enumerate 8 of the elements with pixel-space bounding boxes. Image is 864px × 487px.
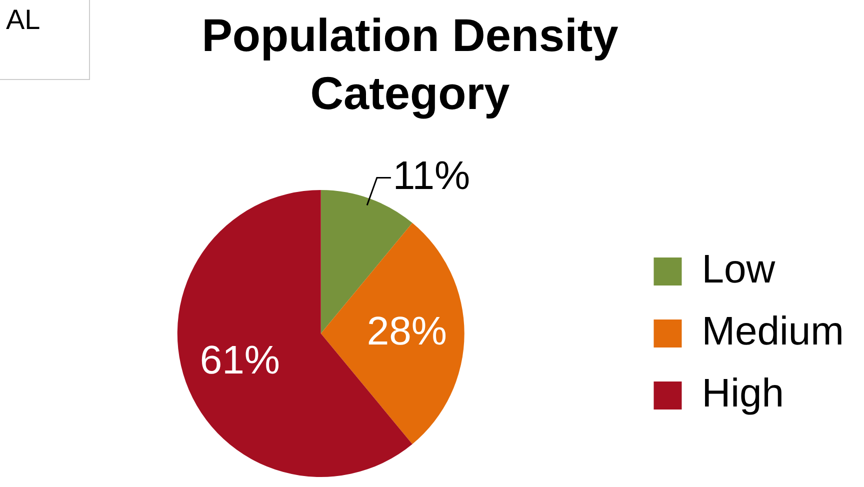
data-label: 11% bbox=[392, 154, 470, 198]
data-label: 61% bbox=[200, 338, 280, 383]
legend-label: Low bbox=[702, 248, 776, 292]
legend-label: High bbox=[702, 372, 784, 416]
data-label: 28% bbox=[366, 310, 447, 354]
legend-label: Medium bbox=[702, 310, 844, 354]
text: AL bbox=[0, 0, 90, 80]
chart-title: Population Density Category bbox=[200, 8, 620, 121]
